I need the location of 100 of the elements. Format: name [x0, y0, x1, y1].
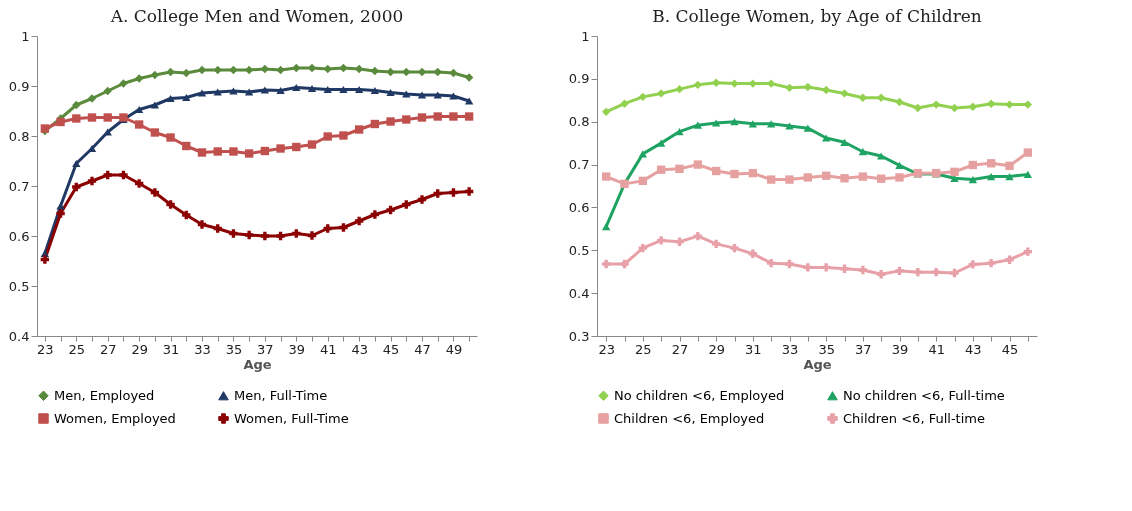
point — [785, 259, 794, 269]
point — [601, 259, 611, 269]
legend-label: Women, Full-Time — [234, 410, 349, 426]
point — [620, 259, 629, 269]
point — [417, 113, 427, 122]
point — [276, 86, 285, 95]
point — [730, 118, 739, 126]
point — [87, 176, 97, 186]
y-tick-label: 0.9 — [8, 78, 30, 94]
point — [260, 231, 270, 241]
x-tick-label: 43 — [351, 341, 368, 357]
point — [182, 93, 191, 102]
point — [950, 103, 959, 113]
x-tick-label: 41 — [319, 341, 337, 357]
point — [840, 138, 849, 146]
point — [292, 83, 301, 92]
x-axis-title: Age — [803, 356, 832, 372]
x-tick-label: 29 — [708, 341, 725, 357]
point — [656, 89, 666, 98]
point — [197, 220, 207, 229]
point — [675, 164, 684, 174]
point — [276, 144, 285, 153]
point — [766, 175, 776, 184]
point — [711, 166, 721, 176]
x-tick-label: 41 — [928, 341, 945, 357]
y-tick-label: 0.9 — [568, 71, 590, 87]
point — [213, 224, 222, 233]
point — [417, 91, 427, 99]
point — [386, 88, 395, 97]
point — [354, 216, 364, 226]
point — [840, 174, 849, 183]
point — [119, 170, 128, 180]
point — [354, 85, 364, 94]
point — [402, 115, 411, 124]
point — [433, 189, 442, 198]
point — [785, 83, 794, 93]
point — [292, 229, 301, 238]
point — [601, 223, 611, 231]
point — [876, 270, 886, 279]
point — [656, 236, 666, 245]
x-tick-label: 27 — [99, 341, 117, 357]
point — [950, 268, 959, 278]
point — [103, 113, 112, 122]
point — [87, 113, 97, 122]
point — [197, 89, 207, 97]
point — [150, 188, 160, 197]
point — [730, 243, 739, 253]
point — [213, 88, 222, 96]
x-tick-label: 47 — [414, 341, 431, 357]
point — [134, 74, 144, 83]
y-tick-label: 0.8 — [568, 114, 590, 130]
point — [858, 148, 868, 156]
point — [840, 264, 849, 273]
point — [433, 112, 442, 121]
point — [1023, 170, 1033, 179]
point — [748, 168, 758, 178]
point — [386, 205, 395, 215]
point — [386, 117, 395, 126]
x-tick-label: 31 — [745, 341, 762, 357]
point — [370, 210, 380, 219]
y-tick-label: 0.7 — [8, 178, 30, 194]
x-tick-label: 31 — [162, 341, 180, 357]
point — [1023, 247, 1033, 256]
point — [449, 188, 458, 197]
x-tick-label: 45 — [1001, 341, 1019, 357]
point — [244, 230, 254, 240]
point — [229, 87, 238, 95]
x-tick-label: 39 — [288, 341, 306, 357]
point — [913, 103, 923, 113]
point — [72, 159, 81, 168]
point — [244, 88, 254, 96]
y-tick-label: 0.3 — [568, 328, 590, 344]
point — [730, 169, 739, 179]
point — [895, 161, 904, 170]
point — [803, 173, 813, 182]
point — [821, 85, 831, 95]
point — [229, 229, 238, 238]
point — [354, 125, 364, 134]
y-tick-label: 0.5 — [8, 278, 30, 294]
point — [339, 223, 348, 232]
point — [840, 89, 849, 98]
point — [785, 175, 794, 184]
point — [370, 86, 380, 95]
point — [244, 149, 254, 158]
point — [638, 176, 648, 186]
point — [182, 141, 191, 151]
point — [785, 122, 794, 130]
x-tick-label: 37 — [257, 341, 274, 357]
point — [748, 249, 758, 258]
point — [986, 99, 996, 108]
point — [693, 80, 703, 90]
legend-label: Children <6, Full-time — [843, 410, 985, 426]
point — [72, 100, 81, 110]
point — [601, 107, 611, 117]
x-tick-label: 49 — [445, 341, 463, 357]
point — [56, 117, 65, 127]
point — [150, 70, 160, 80]
point — [711, 239, 721, 249]
x-tick-label: 35 — [818, 341, 835, 357]
point — [876, 174, 886, 183]
